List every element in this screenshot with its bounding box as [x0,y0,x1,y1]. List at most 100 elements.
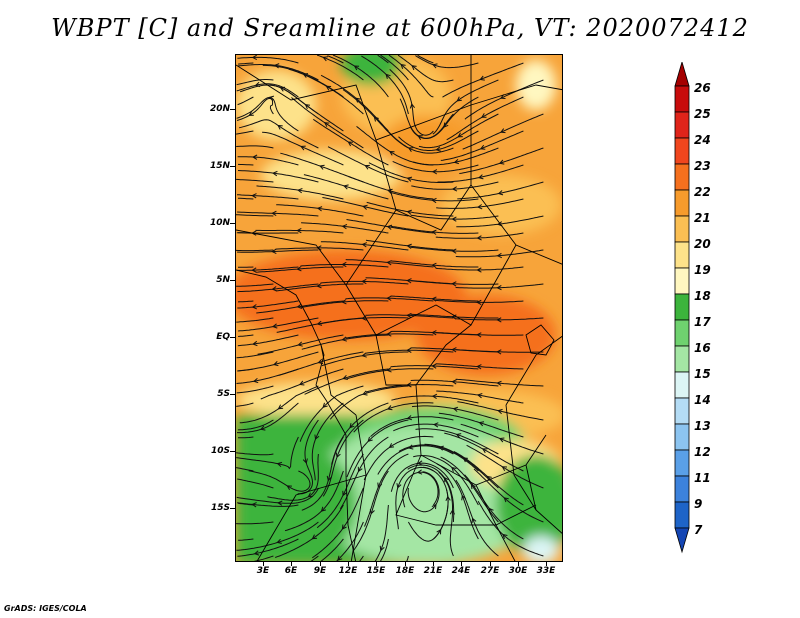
streamline [236,402,254,407]
wbpt-patch-19 [441,175,561,235]
streamline [316,453,364,529]
streamline [455,378,544,387]
streamline [353,402,434,433]
streamline-arrow [296,227,302,234]
streamline [457,181,544,200]
streamline [366,201,454,217]
streamline-arrow [316,283,322,289]
country-borders [236,55,562,561]
streamline [310,555,319,561]
streamline [390,225,479,234]
lon-label-3e: 3E [256,566,270,576]
streamline-arrow [342,490,347,497]
streamline [365,314,454,319]
streamline [257,334,344,355]
streamline [236,521,274,525]
streamline [410,313,499,319]
country-border [505,404,537,511]
map-title: WBPT [C] and Sreamline at 600hPa, VT: 20… [51,14,749,42]
colorbar-label: 17 [694,315,711,329]
streamline-arrow [386,260,392,266]
wbpt-patch-19 [236,70,316,140]
streamline-arrow [435,146,441,152]
streamline [345,297,434,302]
streamline [320,74,389,132]
colorbar [674,62,690,554]
streamline-arrow [400,63,406,69]
streamline [377,55,389,64]
streamline [237,156,299,166]
streamline-arrow [369,509,375,515]
streamline-arrow [431,262,437,269]
streamline-arrow [341,299,347,305]
streamline [365,349,454,354]
streamline [363,435,434,481]
lon-label-12e: 12E [338,566,358,576]
streamline [236,97,274,121]
streamline-arrow [481,448,488,454]
streamline [236,130,254,135]
colorbar-bin [674,241,690,269]
streamline [237,419,274,431]
streamline [236,79,274,86]
streamline-arrow [253,550,260,556]
streamline [455,249,544,258]
streamline-arrow [349,423,355,429]
streamline [393,423,479,438]
streamline [415,55,479,69]
streamline [417,55,434,64]
streamline-arrow [479,144,486,150]
streamline [413,455,479,506]
streamline [359,555,364,561]
streamline-arrow [389,150,395,156]
streamline [291,97,364,149]
coastline [236,269,357,561]
streamline [236,178,274,183]
colorbar-label: 7 [694,523,703,537]
colorbar-bin [674,111,690,139]
lon-tick [263,562,264,566]
lon-label-6e: 6E [284,566,298,576]
streamline-arrow [341,261,347,268]
colorbar-bin [674,267,690,295]
streamline [275,283,364,292]
streamline [284,470,344,532]
streamline [453,450,524,506]
streamline-arrow [500,128,506,134]
streamline [455,317,544,321]
streamline-arrow [341,524,347,530]
streamline [462,113,544,150]
lon-tick [376,562,377,566]
streamline [398,444,479,472]
streamline [327,146,409,183]
streamline-arrow [300,145,306,151]
streamline-arrow [406,243,412,249]
streamline [236,452,274,456]
streamline [238,119,319,149]
streamline [276,204,364,217]
streamline-arrow [411,65,417,71]
colorbar-label: 19 [694,263,711,277]
streamline-arrow [497,408,503,415]
streamline-arrow [361,278,367,285]
streamline [329,385,409,420]
streamline [345,259,434,268]
wbpt-patch-17 [496,455,562,555]
streamline-arrow [286,485,292,491]
colorbar-label: 21 [694,211,711,225]
streamline [237,502,299,507]
streamline-arrow [502,533,508,539]
streamline-arrow [367,436,373,443]
streamline-arrow [486,475,492,481]
lon-label-33e: 33E [536,566,556,576]
colorbar-bin [674,449,690,477]
lat-label-5n: 5N [216,275,230,285]
streamline [236,249,274,252]
streamline-arrow [407,147,414,152]
streamline [436,463,479,540]
streamline [435,266,524,271]
streamline-arrow [501,466,508,472]
streamline-arrow [431,169,438,175]
streamline-arrow [431,229,437,235]
streamline [320,538,344,561]
